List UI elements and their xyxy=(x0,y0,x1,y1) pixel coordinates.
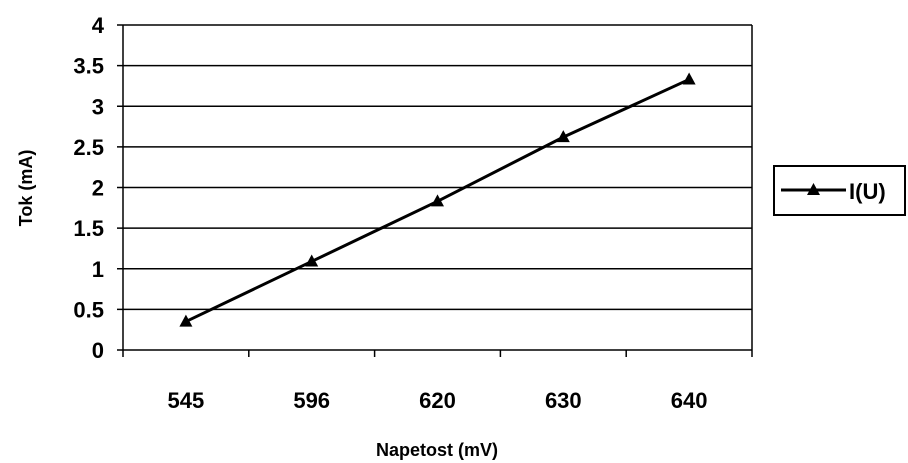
data-point-triangle xyxy=(431,194,444,207)
x-tick-label: 630 xyxy=(545,388,582,413)
data-point-triangle xyxy=(305,254,319,267)
data-point-triangle xyxy=(179,314,193,327)
y-tick-label: 0.5 xyxy=(73,297,104,322)
x-tick-label: 545 xyxy=(168,388,205,413)
y-tick-label: 3 xyxy=(92,94,104,119)
data-point-triangle xyxy=(556,130,570,143)
legend: I(U) xyxy=(773,165,906,216)
x-tick-label: 620 xyxy=(419,388,456,413)
y-tick-label: 2.5 xyxy=(73,135,104,160)
y-tick-label: 3.5 xyxy=(73,54,104,79)
legend-marker-triangle-icon xyxy=(807,183,820,195)
x-tick-label: 596 xyxy=(293,388,330,413)
y-tick-labels: 0 0.5 1 1.5 2 2.5 3 3.5 4 xyxy=(73,13,104,363)
data-point-triangle xyxy=(682,72,696,85)
gridlines xyxy=(123,24,752,311)
y-tick-label: 2 xyxy=(92,176,104,201)
x-tick-label: 640 xyxy=(671,388,708,413)
y-tick-label: 1 xyxy=(92,257,104,282)
legend-label: I(U) xyxy=(849,179,886,204)
y-tick-label: 0 xyxy=(92,338,104,363)
series-i-u xyxy=(179,72,696,327)
axes xyxy=(117,24,753,357)
x-tick-labels: 545 596 620 630 640 xyxy=(168,388,708,413)
y-axis-title: Tok (mA) xyxy=(16,150,36,227)
y-tick-label: 1.5 xyxy=(73,216,104,241)
y-tick-label: 4 xyxy=(92,13,105,38)
x-axis-title: Napetost (mV) xyxy=(376,440,498,460)
